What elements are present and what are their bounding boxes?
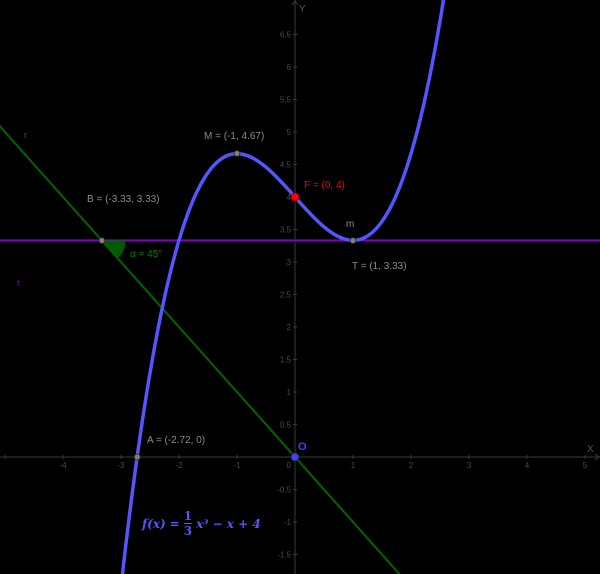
y-tick-label: 3.5 (280, 226, 292, 235)
x-tick-label: -2 (175, 461, 183, 470)
y-tick-label: -1.5 (277, 551, 291, 560)
x-axis-name: X (587, 444, 594, 455)
y-tick-label: 1.5 (280, 356, 292, 365)
x-tick-label: 3 (467, 461, 472, 470)
point-M[interactable] (233, 150, 241, 157)
y-tick-label: -1 (284, 518, 292, 527)
x-axis-arrow-icon (594, 453, 600, 461)
formula-eq: = (169, 516, 180, 531)
y-axis-arrow-icon (291, 0, 299, 6)
fraction-bar (183, 523, 192, 524)
label-angle-alpha[interactable]: α = 45° (130, 249, 162, 260)
y-tick-label: 2 (287, 323, 292, 332)
label-point-F[interactable]: F = (0, 4) (304, 180, 345, 191)
point-B[interactable] (98, 237, 106, 244)
label-point-T[interactable]: T = (1, 3.33) (352, 261, 407, 272)
y-tick-label: 4.5 (280, 161, 292, 170)
label-line-r[interactable]: r (24, 130, 27, 140)
x-tick-label: -1 (233, 461, 241, 470)
y-tick-label: -0.5 (277, 486, 291, 495)
label-origin-O[interactable]: O (298, 441, 307, 453)
label-point-B[interactable]: B = (-3.33, 3.33) (87, 194, 160, 205)
y-tick-label: 6 (287, 63, 292, 72)
origin-tick-label: 0 (287, 461, 292, 470)
y-tick-label: 5 (287, 128, 292, 137)
x-tick-label: -4 (59, 461, 67, 470)
label-m: m (346, 219, 354, 230)
y-tick-label: 0.5 (280, 421, 292, 430)
y-tick-label: 6.5 (280, 31, 292, 40)
formula-rest: − x + 4 (212, 516, 261, 531)
x-tick-label: 1 (351, 461, 356, 470)
formula-fraction: 1 3 (184, 510, 192, 537)
y-tick-label: 1 (287, 388, 292, 397)
y-tick-label: 2.5 (280, 291, 292, 300)
label-line-t[interactable]: t (17, 278, 20, 288)
y-axis-name: Y (299, 4, 306, 15)
point-A[interactable] (133, 453, 141, 461)
label-point-A[interactable]: A = (-2.72, 0) (147, 435, 205, 446)
x-tick-label: -3 (117, 461, 125, 470)
x-tick-label: 4 (525, 461, 530, 470)
formula-lhs: f(x) (142, 516, 166, 531)
line-r[interactable] (0, 124, 401, 574)
y-tick-label: 5.5 (280, 96, 292, 105)
function-f-curve[interactable] (120, 0, 446, 574)
formula-denominator: 3 (183, 524, 193, 538)
y-tick-label: 4 (287, 193, 292, 202)
point-O[interactable] (290, 452, 300, 462)
formula-numerator: 1 (183, 509, 193, 523)
x-tick-label: 2 (409, 461, 414, 470)
y-tick-label: 3 (287, 258, 292, 267)
function-formula: f(x) = 1 3 x³ − x + 4 (142, 510, 261, 537)
point-F[interactable] (290, 192, 300, 202)
formula-cubic-term: x³ (196, 516, 209, 531)
angle-alpha-sector[interactable] (101, 240, 126, 259)
x-tick-label: 5 (583, 461, 588, 470)
label-point-M[interactable]: M = (-1, 4.67) (204, 131, 264, 142)
point-T[interactable] (349, 237, 357, 244)
